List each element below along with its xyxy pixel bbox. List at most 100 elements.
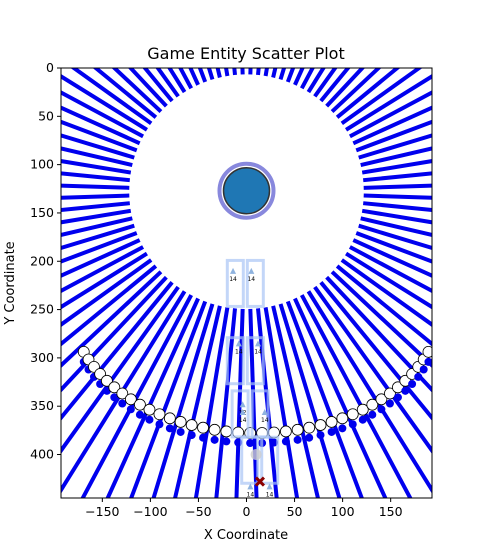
x-tick-label: 150 (379, 504, 403, 519)
x-tick-label: 100 (331, 504, 355, 519)
ray (361, 208, 432, 225)
arc-dot (145, 415, 154, 424)
ghost-entity (240, 435, 260, 485)
arc-circle (422, 345, 432, 358)
ray (278, 303, 342, 498)
ray (345, 251, 432, 310)
arc-dot (281, 437, 290, 446)
arc-circle (143, 403, 156, 416)
arc-dot (165, 424, 174, 433)
entity-marker-label: 14 (247, 276, 255, 283)
ghost-entity (260, 435, 280, 485)
arc-dot (385, 399, 394, 408)
arc-circle (336, 412, 349, 425)
ghost-entity (230, 389, 250, 439)
x-tick-label: −50 (185, 504, 211, 519)
x-axis: −150 −100 −50 0 50 100 150 (85, 498, 403, 519)
ray (330, 270, 432, 369)
ray (355, 231, 432, 264)
arc-dot (155, 420, 164, 429)
y-axis: 0 50 100 150 200 250 300 350 400 (30, 60, 61, 462)
entity-marker (247, 483, 254, 490)
arc-dot (327, 427, 336, 436)
ghost-entity (245, 258, 265, 308)
entity-marker-label: 14 (229, 276, 237, 283)
arc-circle (153, 408, 166, 421)
ray (92, 68, 158, 119)
arc-dot (187, 431, 196, 440)
ray (248, 308, 259, 498)
ray (111, 68, 163, 113)
ray (61, 216, 133, 237)
ray (151, 303, 215, 498)
arc-circle (375, 393, 388, 406)
y-tick-label: 250 (30, 302, 54, 317)
ray (360, 216, 432, 237)
ray (293, 297, 388, 498)
ray (285, 300, 364, 498)
arc-circle (108, 381, 121, 394)
ray (363, 193, 432, 200)
y-tick-label: 300 (30, 350, 54, 365)
ray (362, 171, 432, 183)
arc-circle (346, 408, 359, 421)
ray (61, 201, 131, 212)
entity-marker-label: 14 (254, 348, 262, 355)
arc-dot (419, 365, 428, 374)
entity-marker (255, 340, 262, 347)
ray (363, 183, 432, 190)
ray (348, 90, 432, 139)
arc-circle (163, 412, 176, 425)
ray (362, 201, 432, 212)
ray (319, 281, 432, 421)
arc-dot (210, 435, 219, 444)
ray (335, 264, 432, 347)
entity-marker (239, 401, 246, 408)
ray (361, 159, 432, 175)
ray (61, 133, 135, 160)
arc-dot (135, 410, 144, 419)
arc-dot (316, 431, 325, 440)
arc-circle (366, 398, 379, 411)
ray (358, 223, 432, 251)
x-axis-label: X Coordinate (204, 528, 288, 543)
ray (61, 264, 158, 347)
entity-marker (230, 267, 237, 274)
ray (61, 119, 138, 153)
arc-circle (134, 398, 146, 411)
ray (61, 238, 141, 278)
ray (271, 305, 320, 498)
ray (358, 133, 432, 160)
arc-circle (291, 423, 304, 436)
entity-marker-label: 14 (247, 491, 255, 498)
ray (263, 307, 300, 498)
arc-dot (176, 427, 185, 436)
ray (271, 68, 278, 78)
ray (300, 294, 413, 498)
arc-dot (393, 393, 402, 402)
ray (325, 68, 366, 108)
entity-marker (266, 483, 273, 490)
arc-dot (293, 435, 302, 444)
arc-dot (246, 439, 255, 448)
ray (352, 105, 432, 146)
arc-circle (220, 425, 233, 438)
ray (61, 223, 135, 251)
arc-dot (414, 372, 423, 381)
ray (193, 307, 230, 498)
arc-circle (124, 393, 137, 406)
ray (306, 290, 432, 494)
y-tick-label: 400 (30, 447, 54, 462)
arc-circle (303, 421, 316, 434)
central-entity-halo (217, 161, 276, 220)
ray (263, 68, 269, 77)
ray (61, 193, 130, 200)
y-axis-label: Y Coordinate (3, 241, 18, 325)
ray (61, 270, 163, 369)
ray (80, 294, 193, 498)
entity-marker (235, 340, 242, 347)
ray (61, 105, 141, 146)
ray (360, 146, 432, 168)
